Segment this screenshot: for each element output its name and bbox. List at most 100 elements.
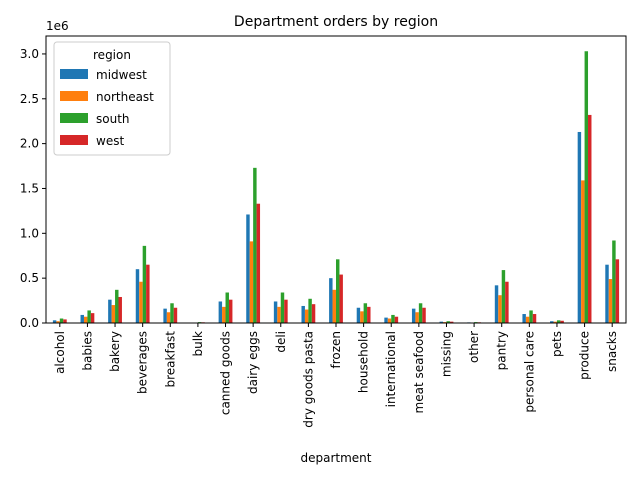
bar-south-breakfast: [170, 303, 174, 323]
bar-midwest-deli: [273, 301, 278, 323]
bar-midwest-dairy-eggs: [246, 214, 250, 323]
legend-swatch-west: [60, 135, 88, 145]
bar-midwest-missing: [439, 321, 444, 323]
bar-west-babies: [90, 313, 95, 323]
bars-group: [52, 51, 620, 324]
bar-west-pantry: [505, 281, 509, 323]
bar-northeast-international: [387, 318, 392, 323]
bar-west-pets: [560, 320, 564, 323]
x-tick-label: pantry: [495, 331, 509, 370]
x-tick-label: dairy eggs: [246, 331, 260, 394]
legend-swatch-south: [60, 113, 88, 123]
bar-northeast-beverages: [139, 281, 143, 323]
bar-midwest-international: [384, 317, 388, 323]
legend-swatch-midwest: [60, 69, 88, 79]
x-tick-label: beverages: [136, 331, 150, 394]
bar-south-canned-goods: [225, 292, 229, 323]
x-tick-label: personal care: [522, 331, 536, 413]
bar-west-snacks: [615, 259, 620, 323]
x-tick-label: deli: [274, 331, 288, 353]
bar-south-international: [391, 314, 395, 323]
bar-south-personal-care: [529, 310, 533, 323]
x-tick-label: breakfast: [163, 331, 177, 388]
bar-south-missing: [446, 321, 450, 323]
legend-label-west: west: [96, 134, 124, 148]
bar-west-personal-care: [532, 314, 537, 323]
bar-northeast-personal-care: [525, 316, 530, 323]
y-tick-label: 3.0: [20, 47, 39, 61]
x-tick-label: frozen: [329, 331, 343, 369]
bar-west-meat-seafood: [422, 307, 426, 323]
bar-northeast-bakery: [111, 305, 116, 323]
bar-northeast-canned-goods: [222, 306, 226, 323]
x-tick-label: snacks: [605, 331, 619, 372]
bar-midwest-household: [356, 307, 361, 323]
chart-title: Department orders by region: [234, 14, 438, 30]
legend: region midwest northeast south west: [53, 41, 171, 156]
bar-south-meat-seafood: [418, 303, 423, 323]
bar-south-alcohol: [59, 318, 64, 323]
plot-frame: [45, 35, 627, 324]
legend-label-midwest: midwest: [96, 68, 147, 82]
bar-northeast-babies: [83, 316, 88, 323]
bar-midwest-personal-care: [522, 314, 526, 323]
y-tick-label: 2.0: [20, 137, 39, 151]
y-tick-label: 0.0: [20, 316, 39, 330]
bar-west-dry-goods-pasta: [311, 304, 316, 323]
bar-south-pets: [556, 320, 561, 323]
x-tick-label: babies: [80, 331, 94, 371]
bar-south-pantry: [501, 270, 506, 323]
x-tick-label: pets: [550, 331, 564, 357]
bar-west-frozen: [339, 274, 343, 323]
bar-south-beverages: [142, 245, 147, 323]
bar-west-alcohol: [63, 319, 67, 323]
x-tick-label: household: [357, 331, 371, 393]
bar-midwest-canned-goods: [218, 301, 223, 323]
bar-south-frozen: [336, 259, 340, 323]
bar-south-household: [363, 303, 368, 323]
x-tick-label: bulk: [191, 331, 205, 357]
x-tick-label: missing: [439, 331, 453, 377]
bar-northeast-pantry: [498, 295, 502, 323]
x-axis: alcohol babies bakery beverages breakfast bul…: [53, 323, 619, 428]
bar-west-international: [394, 316, 399, 323]
bar-west-deli: [284, 299, 288, 323]
bar-south-dairy-eggs: [253, 167, 257, 323]
y-tick-label: 2.5: [20, 92, 39, 106]
bar-midwest-bakery: [108, 299, 112, 323]
x-tick-label: bakery: [108, 331, 122, 372]
legend-label-south: south: [96, 112, 130, 126]
bar-northeast-meat-seafood: [415, 312, 419, 323]
bar-northeast-snacks: [608, 279, 613, 323]
bar-west-household: [367, 306, 371, 323]
bar-midwest-dry-goods-pasta: [301, 305, 305, 323]
x-tick-label: international: [384, 331, 398, 407]
bar-midwest-alcohol: [52, 320, 57, 323]
bar-west-breakfast: [173, 307, 178, 323]
x-tick-label: canned goods: [219, 331, 233, 415]
bar-northeast-dry-goods-pasta: [304, 309, 309, 323]
bar-midwest-pantry: [494, 285, 499, 323]
legend-title: region: [93, 48, 131, 62]
bar-midwest-frozen: [329, 278, 333, 323]
x-tick-label: alcohol: [53, 331, 67, 374]
y-tick-label: 1.0: [20, 226, 39, 240]
bar-northeast-dairy-eggs: [249, 241, 254, 323]
bar-south-babies: [87, 310, 91, 323]
legend-swatch-northeast: [60, 91, 88, 101]
x-tick-label: meat seafood: [412, 331, 426, 413]
y-tick-label: 0.5: [20, 271, 39, 285]
bar-west-canned-goods: [228, 299, 233, 323]
bar-midwest-snacks: [605, 264, 609, 323]
x-tick-label: other: [467, 331, 481, 363]
bar-south-produce: [584, 51, 589, 323]
bar-midwest-pets: [550, 321, 554, 323]
bar-midwest-produce: [577, 131, 582, 323]
bar-northeast-frozen: [332, 289, 336, 323]
bar-west-produce: [588, 114, 592, 324]
bar-west-bakery: [118, 296, 122, 323]
bar-midwest-babies: [80, 314, 84, 323]
legend-label-northeast: northeast: [96, 90, 154, 104]
bar-west-beverages: [146, 264, 150, 323]
